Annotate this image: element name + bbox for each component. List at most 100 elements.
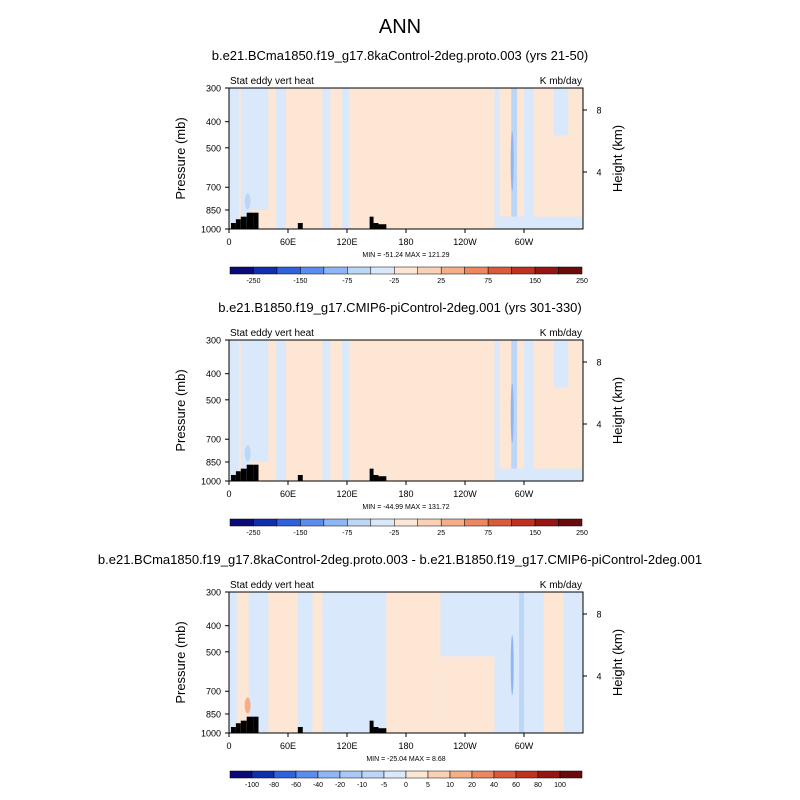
panel-left-string: Stat eddy vert heat bbox=[230, 328, 314, 339]
contour-fill bbox=[524, 88, 534, 229]
panel-2: b.e21.B1850.f19_g17.CMIP6-piControl-2deg… bbox=[173, 300, 625, 537]
colorbar-label: -75 bbox=[342, 278, 352, 285]
colorbar-box bbox=[339, 770, 363, 779]
y-tick-label: 400 bbox=[206, 369, 221, 379]
colorbar-box bbox=[347, 518, 372, 527]
panel-right-string: K mb/day bbox=[540, 76, 582, 87]
colorbar-label: 60 bbox=[512, 782, 520, 789]
colorbar-label: 5 bbox=[426, 782, 430, 789]
colorbar-label: 0 bbox=[404, 782, 408, 789]
contour-fill bbox=[276, 88, 287, 229]
topography-mask bbox=[253, 464, 259, 481]
colorbar-box bbox=[449, 770, 473, 779]
contour-fill bbox=[229, 592, 237, 733]
colorbar-box bbox=[276, 266, 301, 275]
topography-mask bbox=[246, 464, 254, 481]
contour-fill bbox=[229, 340, 239, 481]
x-tick-label: 180 bbox=[398, 489, 413, 499]
y-tick-label: 850 bbox=[206, 205, 221, 215]
x-tick-label: 60W bbox=[515, 741, 534, 751]
x-tick-label: 60E bbox=[280, 741, 296, 751]
topography-mask bbox=[369, 468, 374, 481]
contour-fill bbox=[386, 592, 441, 733]
y-tick-label: 700 bbox=[206, 687, 221, 697]
x-tick-label: 0 bbox=[226, 237, 231, 247]
y-tick-label: 300 bbox=[206, 84, 221, 94]
topography-mask bbox=[240, 720, 247, 733]
contour-fill bbox=[440, 656, 495, 733]
topography-mask bbox=[378, 728, 387, 733]
panel-title: b.e21.BCma1850.f19_g17.8kaControl-2deg.p… bbox=[212, 48, 589, 63]
colorbar-label: -60 bbox=[291, 782, 301, 789]
contour-fill bbox=[240, 340, 251, 481]
colorbar-box bbox=[370, 266, 395, 275]
contour-fill bbox=[519, 592, 524, 733]
colorbar-box bbox=[464, 518, 489, 527]
colorbar-box bbox=[251, 770, 275, 779]
colorbar-label: -80 bbox=[269, 782, 279, 789]
colorbar-box bbox=[440, 518, 465, 527]
topography-mask bbox=[246, 716, 254, 733]
topography-mask bbox=[230, 222, 236, 229]
colorbar-label: -5 bbox=[381, 782, 387, 789]
colorbar-box bbox=[515, 770, 539, 779]
contour-fill bbox=[494, 340, 500, 481]
contour-fill bbox=[236, 592, 249, 733]
contour-fill bbox=[511, 88, 518, 229]
y-tick-label: 400 bbox=[206, 117, 221, 127]
panel-title: b.e21.BCma1850.f19_g17.8kaControl-2deg.p… bbox=[98, 552, 702, 567]
topography-mask bbox=[230, 726, 236, 733]
contour-fill bbox=[276, 340, 287, 481]
contour-feature bbox=[510, 635, 514, 696]
y-tick-label: 1000 bbox=[201, 477, 221, 487]
contour-fill bbox=[553, 340, 569, 388]
colorbar-label: -40 bbox=[313, 782, 323, 789]
colorbar-label: -75 bbox=[342, 530, 352, 537]
contour-feature bbox=[244, 193, 251, 210]
contour-fill bbox=[524, 340, 534, 481]
y2-tick-label: 4 bbox=[596, 672, 601, 682]
colorbar-box bbox=[253, 518, 278, 527]
colorbar-box bbox=[537, 770, 561, 779]
topography-mask bbox=[373, 726, 379, 733]
y-tick-label: 300 bbox=[206, 588, 221, 598]
colorbar-box bbox=[487, 266, 512, 275]
panel-1: b.e21.BCma1850.f19_g17.8kaControl-2deg.p… bbox=[173, 48, 625, 285]
colorbar-box bbox=[229, 266, 254, 275]
colorbar-box bbox=[511, 518, 536, 527]
x-tick-label: 0 bbox=[226, 741, 231, 751]
contour-fill bbox=[494, 468, 583, 481]
panel-3: b.e21.BCma1850.f19_g17.8kaControl-2deg.p… bbox=[98, 552, 702, 789]
colorbar-box bbox=[300, 518, 325, 527]
y-tick-label: 500 bbox=[206, 647, 221, 657]
colorbar-box bbox=[394, 518, 418, 527]
colorbar-label: 20 bbox=[468, 782, 476, 789]
x-tick-label: 180 bbox=[398, 237, 413, 247]
y-tick-label: 1000 bbox=[201, 729, 221, 739]
colorbar-label: -25 bbox=[389, 278, 399, 285]
colorbar-box bbox=[317, 770, 341, 779]
colorbar-label: 250 bbox=[576, 530, 588, 537]
colorbar-box bbox=[253, 266, 278, 275]
topography-mask bbox=[253, 212, 259, 229]
colorbar-box bbox=[464, 266, 489, 275]
x-tick-label: 60E bbox=[280, 489, 296, 499]
colorbar-label: -20 bbox=[335, 782, 345, 789]
topography-mask bbox=[230, 474, 236, 481]
contour-fill bbox=[494, 216, 583, 229]
colorbar-box bbox=[493, 770, 517, 779]
colorbar-label: -25 bbox=[389, 530, 399, 537]
panel-right-string: K mb/day bbox=[540, 580, 582, 591]
y2-tick-label: 8 bbox=[596, 610, 601, 620]
x-tick-label: 180 bbox=[398, 741, 413, 751]
x-tick-label: 120E bbox=[336, 237, 357, 247]
colorbar-box bbox=[471, 770, 495, 779]
x-tick-label: 120W bbox=[453, 237, 477, 247]
x-tick-label: 120E bbox=[336, 489, 357, 499]
topography-mask bbox=[378, 224, 387, 229]
colorbar-label: -10 bbox=[357, 782, 367, 789]
topography-mask bbox=[369, 720, 374, 733]
contour-fill bbox=[342, 340, 349, 481]
colorbar-box bbox=[370, 518, 395, 527]
